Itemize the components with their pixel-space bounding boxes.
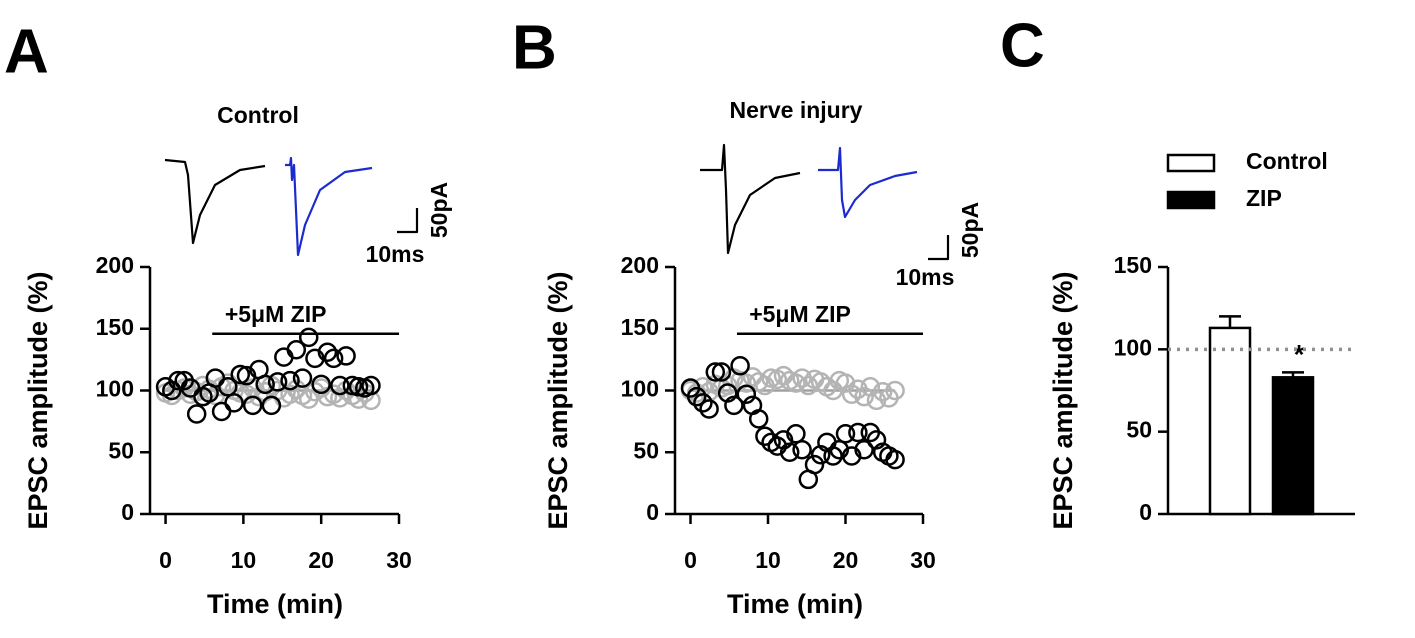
- legend-label: Control: [1246, 148, 1328, 174]
- point: [336, 346, 356, 366]
- point: [854, 386, 874, 407]
- point: [699, 399, 719, 419]
- point: [872, 381, 893, 402]
- point: [162, 380, 182, 401]
- scale-bar: [928, 235, 950, 261]
- point: [885, 380, 905, 401]
- x-axis-label: Time (min): [207, 589, 343, 619]
- point: [292, 368, 313, 388]
- point: [298, 327, 319, 348]
- y-axis-label: EPSC amplitude (%): [543, 271, 573, 529]
- point: [261, 395, 282, 416]
- point: [792, 440, 812, 460]
- point: [711, 362, 732, 382]
- x-axis-label: Time (min): [727, 589, 863, 619]
- trace: [285, 156, 373, 257]
- scale-label: 10ms: [896, 264, 955, 290]
- annotation: *: [1294, 340, 1305, 370]
- point: [798, 375, 819, 396]
- y-axis-label: EPSC amplitude (%): [1048, 271, 1078, 529]
- y-tick-label: 50: [633, 437, 659, 463]
- point: [786, 373, 806, 393]
- x-tick-label: 0: [684, 547, 697, 573]
- chart-title: Control: [217, 102, 299, 128]
- point: [242, 395, 263, 416]
- point: [786, 423, 806, 444]
- x-tick-label: 20: [308, 547, 334, 573]
- y-tick-label: 0: [121, 499, 134, 525]
- point: [724, 395, 744, 416]
- legend-swatch: [1166, 190, 1216, 210]
- y-tick-label: 0: [1139, 499, 1152, 525]
- point: [848, 422, 868, 443]
- point: [779, 442, 800, 462]
- y-tick-label: 50: [108, 437, 134, 463]
- y-tick-label: 150: [621, 314, 659, 340]
- chart-title: Nerve injury: [730, 97, 863, 123]
- scale-bar: [397, 208, 419, 234]
- point: [854, 440, 874, 460]
- point: [693, 393, 713, 413]
- x-tick-label: 30: [386, 547, 412, 573]
- point: [835, 423, 856, 444]
- point: [686, 386, 707, 407]
- scale-label: 10ms: [366, 241, 425, 267]
- point: [267, 372, 288, 392]
- point: [823, 446, 843, 466]
- annotation: +5μM ZIP: [225, 301, 327, 327]
- x-tick-label: 10: [231, 547, 257, 573]
- panel-label: A: [4, 17, 49, 86]
- point: [224, 393, 244, 413]
- bar: [1271, 376, 1315, 516]
- y-tick-label: 150: [96, 314, 134, 340]
- x-tick-label: 10: [755, 547, 781, 573]
- trace: [700, 143, 801, 255]
- y-tick-label: 200: [96, 252, 134, 278]
- point: [748, 409, 769, 429]
- point: [361, 375, 381, 396]
- point: [804, 454, 825, 475]
- x-tick-label: 20: [833, 547, 859, 573]
- point: [218, 377, 238, 397]
- y-tick-label: 100: [96, 376, 134, 402]
- point: [730, 356, 750, 376]
- point: [323, 348, 344, 369]
- scale-label: 50pA: [957, 202, 983, 258]
- point: [736, 373, 757, 393]
- point: [736, 384, 757, 404]
- y-axis-label: EPSC amplitude (%): [23, 271, 53, 529]
- point: [755, 426, 775, 446]
- point: [311, 374, 331, 395]
- point: [705, 362, 726, 382]
- x-tick-label: 0: [159, 547, 172, 573]
- y-tick-label: 100: [621, 376, 659, 402]
- y-tick-label: 100: [1114, 334, 1152, 360]
- x-tick-label: 30: [910, 547, 936, 573]
- y-tick-label: 200: [621, 252, 659, 278]
- trace: [818, 146, 918, 219]
- panel-label: B: [512, 13, 557, 82]
- legend-label: ZIP: [1246, 185, 1282, 211]
- annotation: +5μM ZIP: [749, 301, 851, 327]
- point: [186, 404, 207, 424]
- point: [211, 401, 232, 422]
- point: [330, 375, 350, 396]
- point: [280, 370, 300, 391]
- panel-label: C: [1000, 11, 1045, 80]
- scale-label: 50pA: [426, 182, 452, 238]
- y-tick-label: 50: [1126, 417, 1152, 443]
- point: [255, 374, 275, 395]
- point: [286, 339, 307, 360]
- bar: [1208, 326, 1252, 516]
- point: [841, 384, 862, 404]
- point: [280, 384, 300, 404]
- point: [274, 347, 294, 367]
- legend-swatch: [1166, 153, 1216, 173]
- trace: [164, 158, 266, 245]
- y-tick-label: 150: [1114, 252, 1152, 278]
- point: [317, 342, 338, 362]
- y-tick-label: 0: [646, 499, 659, 525]
- point: [885, 449, 905, 470]
